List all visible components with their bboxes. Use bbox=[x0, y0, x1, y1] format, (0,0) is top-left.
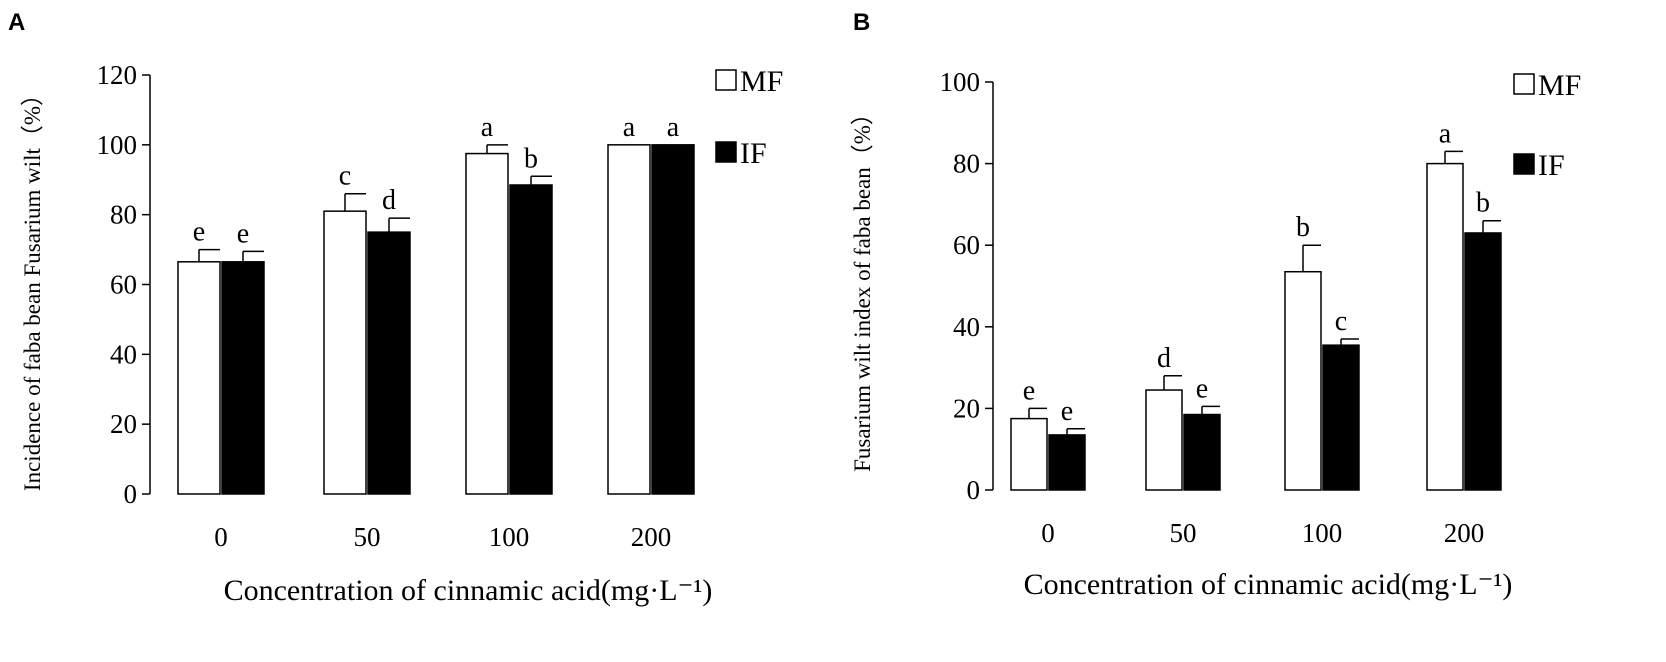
significance-label: e bbox=[1023, 375, 1035, 406]
legend-label-mf: MF bbox=[1538, 69, 1581, 102]
x-tick-label: 0 bbox=[214, 522, 228, 552]
significance-label: c bbox=[339, 161, 351, 192]
x-tick-label: 50 bbox=[1170, 518, 1197, 548]
legend-label-mf: MF bbox=[740, 65, 783, 98]
x-tick-label: 0 bbox=[1041, 518, 1055, 548]
bar-mf bbox=[465, 152, 509, 495]
bar-if bbox=[651, 144, 695, 495]
bar-mf bbox=[607, 144, 651, 495]
legend-label-if: IF bbox=[1538, 149, 1565, 182]
y-tick-label: 40 bbox=[953, 312, 980, 342]
y-tick-label: 20 bbox=[953, 393, 980, 423]
y-axis-label: Incidence of faba bean Fusarium wilt（%） bbox=[20, 83, 45, 491]
legend-swatch-if bbox=[715, 141, 737, 163]
x-tick-label: 100 bbox=[1302, 518, 1343, 548]
significance-label: c bbox=[1335, 306, 1347, 337]
significance-label: e bbox=[193, 217, 205, 248]
y-tick-label: 80 bbox=[953, 149, 980, 179]
legend-swatch-mf bbox=[715, 69, 737, 91]
bar-if bbox=[1322, 344, 1360, 491]
legend-swatch-mf bbox=[1513, 73, 1535, 95]
y-tick-label: 120 bbox=[97, 60, 138, 90]
bar-mf bbox=[1010, 417, 1048, 491]
x-tick-label: 50 bbox=[354, 522, 381, 552]
legend-swatch-if bbox=[1513, 153, 1535, 175]
significance-label: e bbox=[1061, 396, 1073, 427]
bar-if bbox=[1464, 232, 1502, 491]
x-axis-label: Concentration of cinnamic acid(mg·L⁻¹) bbox=[224, 574, 713, 607]
y-axis-label: Fusarium wilt index of faba bean（%） bbox=[850, 102, 875, 472]
bar-mf bbox=[323, 210, 367, 495]
significance-label: b bbox=[1476, 188, 1490, 219]
panel-letter: B bbox=[853, 9, 870, 36]
significance-label: e bbox=[237, 218, 249, 249]
bar-if bbox=[1048, 434, 1086, 491]
significance-label: a bbox=[623, 112, 636, 143]
significance-label: d bbox=[1157, 343, 1171, 374]
bar-mf bbox=[177, 261, 221, 495]
significance-label: d bbox=[382, 185, 396, 216]
y-tick-label: 100 bbox=[97, 130, 138, 160]
x-axis-label: Concentration of cinnamic acid(mg·L⁻¹) bbox=[1024, 568, 1513, 601]
panel-letter: A bbox=[8, 9, 25, 36]
significance-label: a bbox=[667, 112, 680, 143]
significance-label: a bbox=[481, 112, 494, 143]
bar-mf bbox=[1284, 270, 1322, 491]
significance-label: b bbox=[1296, 212, 1310, 243]
x-tick-label: 200 bbox=[1444, 518, 1485, 548]
y-tick-label: 0 bbox=[967, 475, 981, 505]
bar-if bbox=[367, 231, 411, 495]
bar-mf bbox=[1145, 389, 1183, 491]
significance-label: e bbox=[1196, 373, 1208, 404]
significance-label: a bbox=[1439, 118, 1452, 149]
bar-if bbox=[1183, 413, 1221, 491]
x-tick-label: 200 bbox=[631, 522, 672, 552]
bar-if bbox=[509, 184, 553, 495]
y-tick-label: 40 bbox=[110, 339, 137, 369]
y-tick-label: 60 bbox=[953, 230, 980, 260]
x-tick-label: 100 bbox=[489, 522, 530, 552]
y-tick-label: 80 bbox=[110, 200, 137, 230]
bar-mf bbox=[1426, 162, 1464, 491]
y-tick-label: 60 bbox=[110, 270, 137, 300]
bar-if bbox=[221, 261, 265, 495]
y-tick-label: 0 bbox=[124, 479, 138, 509]
y-tick-label: 100 bbox=[940, 67, 981, 97]
significance-label: b bbox=[524, 143, 538, 174]
legend-label-if: IF bbox=[740, 137, 767, 170]
y-tick-label: 20 bbox=[110, 409, 137, 439]
